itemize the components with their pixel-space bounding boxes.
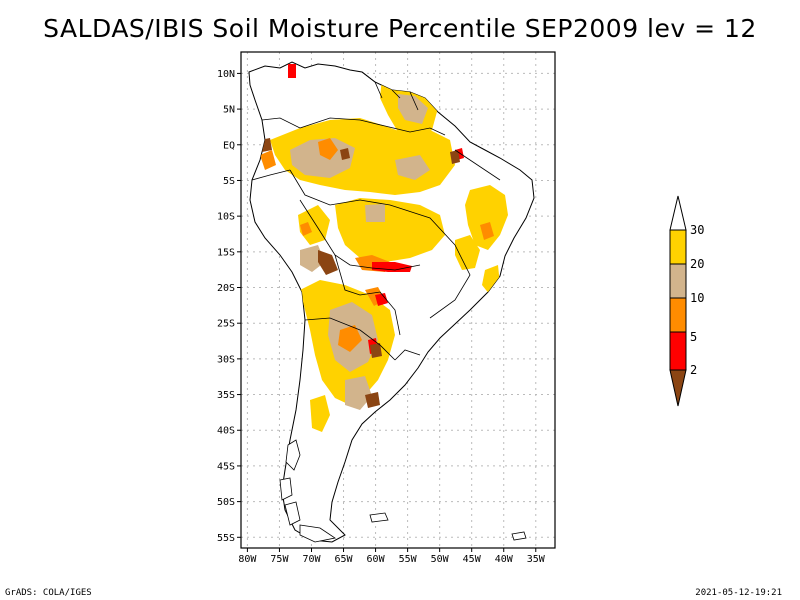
lon-tick-label: 45W <box>463 554 482 565</box>
footer-timestamp: 2021-05-12-19:21 <box>695 588 782 598</box>
lat-tick-label: 15S <box>217 247 235 258</box>
colorbar-swatch-2-5 <box>669 331 687 371</box>
colorbar-label-2: 2 <box>690 363 697 377</box>
lat-tick-label: 25S <box>217 319 235 330</box>
lat-tick-label: 10S <box>217 212 235 223</box>
lon-tick-label: 80W <box>238 554 257 565</box>
colorbar-swatch-5-10 <box>669 297 687 333</box>
lat-tick-label: 5N <box>223 105 235 116</box>
lon-tick-label: 50W <box>431 554 450 565</box>
lon-tick-label: 75W <box>270 554 289 565</box>
colorbar-top-arrow <box>669 195 687 231</box>
lat-tick-label: 50S <box>217 497 235 508</box>
colorbar: 30 20 10 5 2 <box>669 195 704 407</box>
lat-tick-label: 5S <box>223 176 235 187</box>
colorbar-swatch-20-30 <box>669 229 687 265</box>
lat-tick-label: 10N <box>217 69 235 80</box>
lat-tick-label: EQ <box>223 140 235 151</box>
lon-tick-label: 70W <box>302 554 321 565</box>
longitude-labels: 80W 75W 70W 65W 60W 55W 50W 45W 40W 35W <box>238 548 546 565</box>
lon-tick-label: 65W <box>334 554 353 565</box>
colorbar-bottom-arrow <box>669 369 687 407</box>
lat-tick-label: 35S <box>217 390 235 401</box>
colorbar-label-5: 5 <box>690 330 697 344</box>
lat-tick-label: 55S <box>217 533 235 544</box>
colorbar-label-30: 30 <box>690 223 704 237</box>
colorbar-swatch-10-20 <box>669 263 687 299</box>
latitude-labels: 10N 5N EQ 5S 10S 15S 20S 25S 30S 35S 40S 45S 50S 55S <box>217 69 241 544</box>
lat-tick-label: 30S <box>217 354 235 365</box>
lon-tick-label: 35W <box>527 554 546 565</box>
footer-credit: GrADS: COLA/IGES <box>5 588 92 598</box>
lat-tick-label: 45S <box>217 461 235 472</box>
plot-frame <box>240 51 556 549</box>
lon-tick-label: 40W <box>495 554 514 565</box>
lon-tick-label: 60W <box>367 554 386 565</box>
lat-tick-label: 20S <box>217 283 235 294</box>
land-area <box>248 61 535 543</box>
lon-tick-label: 55W <box>399 554 418 565</box>
lat-tick-label: 40S <box>217 426 235 437</box>
country-borders <box>251 71 501 361</box>
colorbar-label-10: 10 <box>690 291 704 305</box>
map-title: SALDAS/IBIS Soil Moisture Percentile SEP… <box>43 14 757 43</box>
islands <box>279 439 527 543</box>
colorbar-label-20: 20 <box>690 257 704 271</box>
